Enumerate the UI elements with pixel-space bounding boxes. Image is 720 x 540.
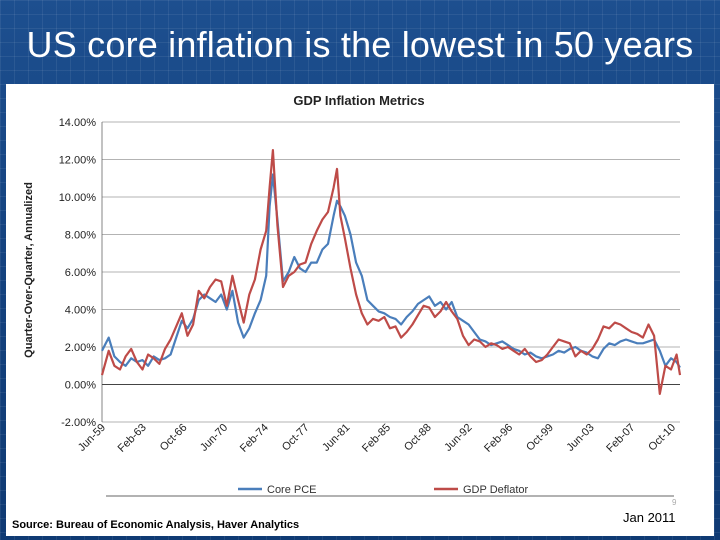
source-note: Source: Bureau of Economic Analysis, Hav… [12,519,299,531]
x-tick-label: Jun-70 [198,422,230,454]
y-tick-label: 6.00% [65,267,96,279]
date-label: Jan 2011 [623,510,676,525]
y-tick-label: 8.00% [65,230,96,242]
series-line-gdp-deflator [100,148,682,395]
x-tick-label: Jun-03 [564,422,596,454]
x-tick-label: Oct-10 [646,422,678,454]
x-tick-label: Feb-63 [116,422,149,455]
y-tick-label: -2.00% [61,417,96,429]
legend-label: GDP Deflator [463,484,529,496]
y-tick-label: 2.00% [65,342,96,354]
series-lines [100,148,682,395]
y-tick-label: 0.00% [65,380,96,392]
page-number: 9 [672,498,677,507]
y-tick-label: 10.00% [59,192,97,204]
x-tick-label: Jun-92 [442,422,474,454]
legend-label: Core PCE [267,484,317,496]
slide-title: US core inflation is the lowest in 50 ye… [26,24,694,65]
chart-panel: GDP Inflation Metrics Quarter-Over-Quart… [6,84,714,536]
y-tick-label: 14.00% [59,117,97,129]
legend: Core PCE GDP Deflator [238,484,529,496]
y-axis-label: Quarter-Over-Quarter, Annualized [23,182,35,358]
x-tick-label: Feb-74 [238,422,271,455]
x-tick-label: Feb-96 [482,422,515,455]
x-tick-labels: Jun-59 Feb-63 Oct-66 Jun-70 Feb-74 Oct-77 Jun-… [76,422,678,455]
chart-title: GDP Inflation Metrics [293,93,424,108]
y-tick-label: 12.00% [59,155,97,167]
x-tick-label: Oct-66 [158,422,190,454]
y-tick-label: 4.00% [65,305,96,317]
x-tick-label: Oct-77 [280,422,312,454]
x-tick-label: Feb-85 [360,422,393,455]
x-tick-label: Jun-81 [320,422,352,454]
y-tick-labels: 14.00% 12.00% 10.00% 8.00% 6.00% 4.00% 2.00% 0.… [59,117,97,429]
x-tick-label: Oct-88 [402,422,434,454]
x-tick-label: Oct-99 [524,422,556,454]
chart: GDP Inflation Metrics Quarter-Over-Quart… [12,93,682,531]
series-line-core-pce [101,173,681,369]
x-tick-label: Feb-07 [604,422,637,455]
grid-lines [101,121,680,423]
